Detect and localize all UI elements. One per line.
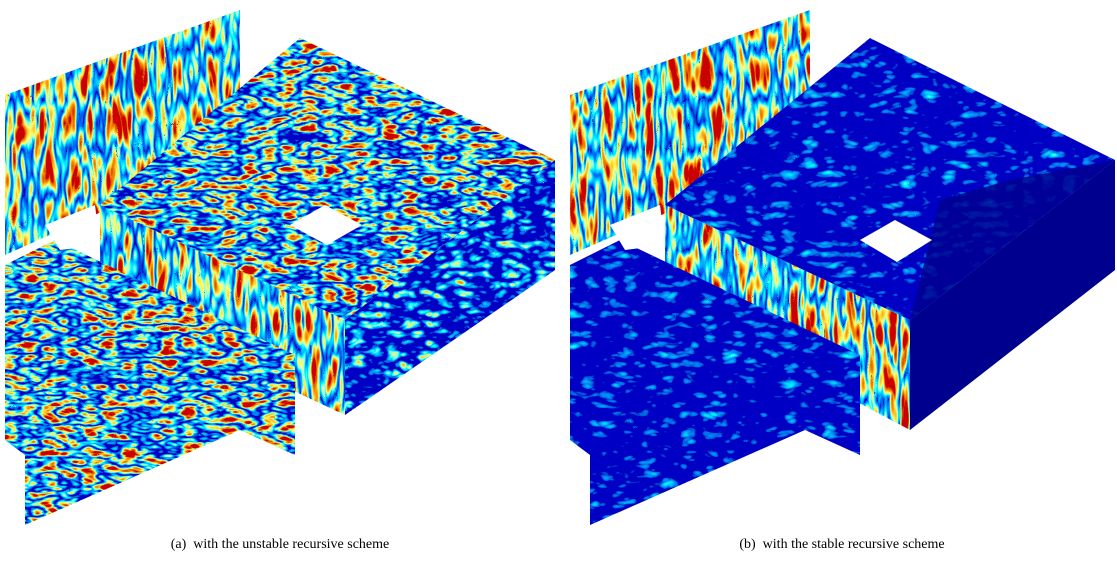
panel-a: (a) with the unstable recursive scheme: [5, 10, 555, 552]
caption: (a) with the unstable recursive scheme: [171, 537, 389, 552]
caption: (b) with the stable recursive scheme: [739, 537, 944, 552]
field-face: [910, 160, 1115, 320]
gap: [45, 205, 100, 250]
hole: [860, 220, 932, 262]
panel-b: (b) with the stable recursive scheme: [570, 10, 1115, 552]
field-face: [910, 160, 1115, 430]
gap: [610, 205, 665, 250]
hole: [290, 205, 362, 245]
